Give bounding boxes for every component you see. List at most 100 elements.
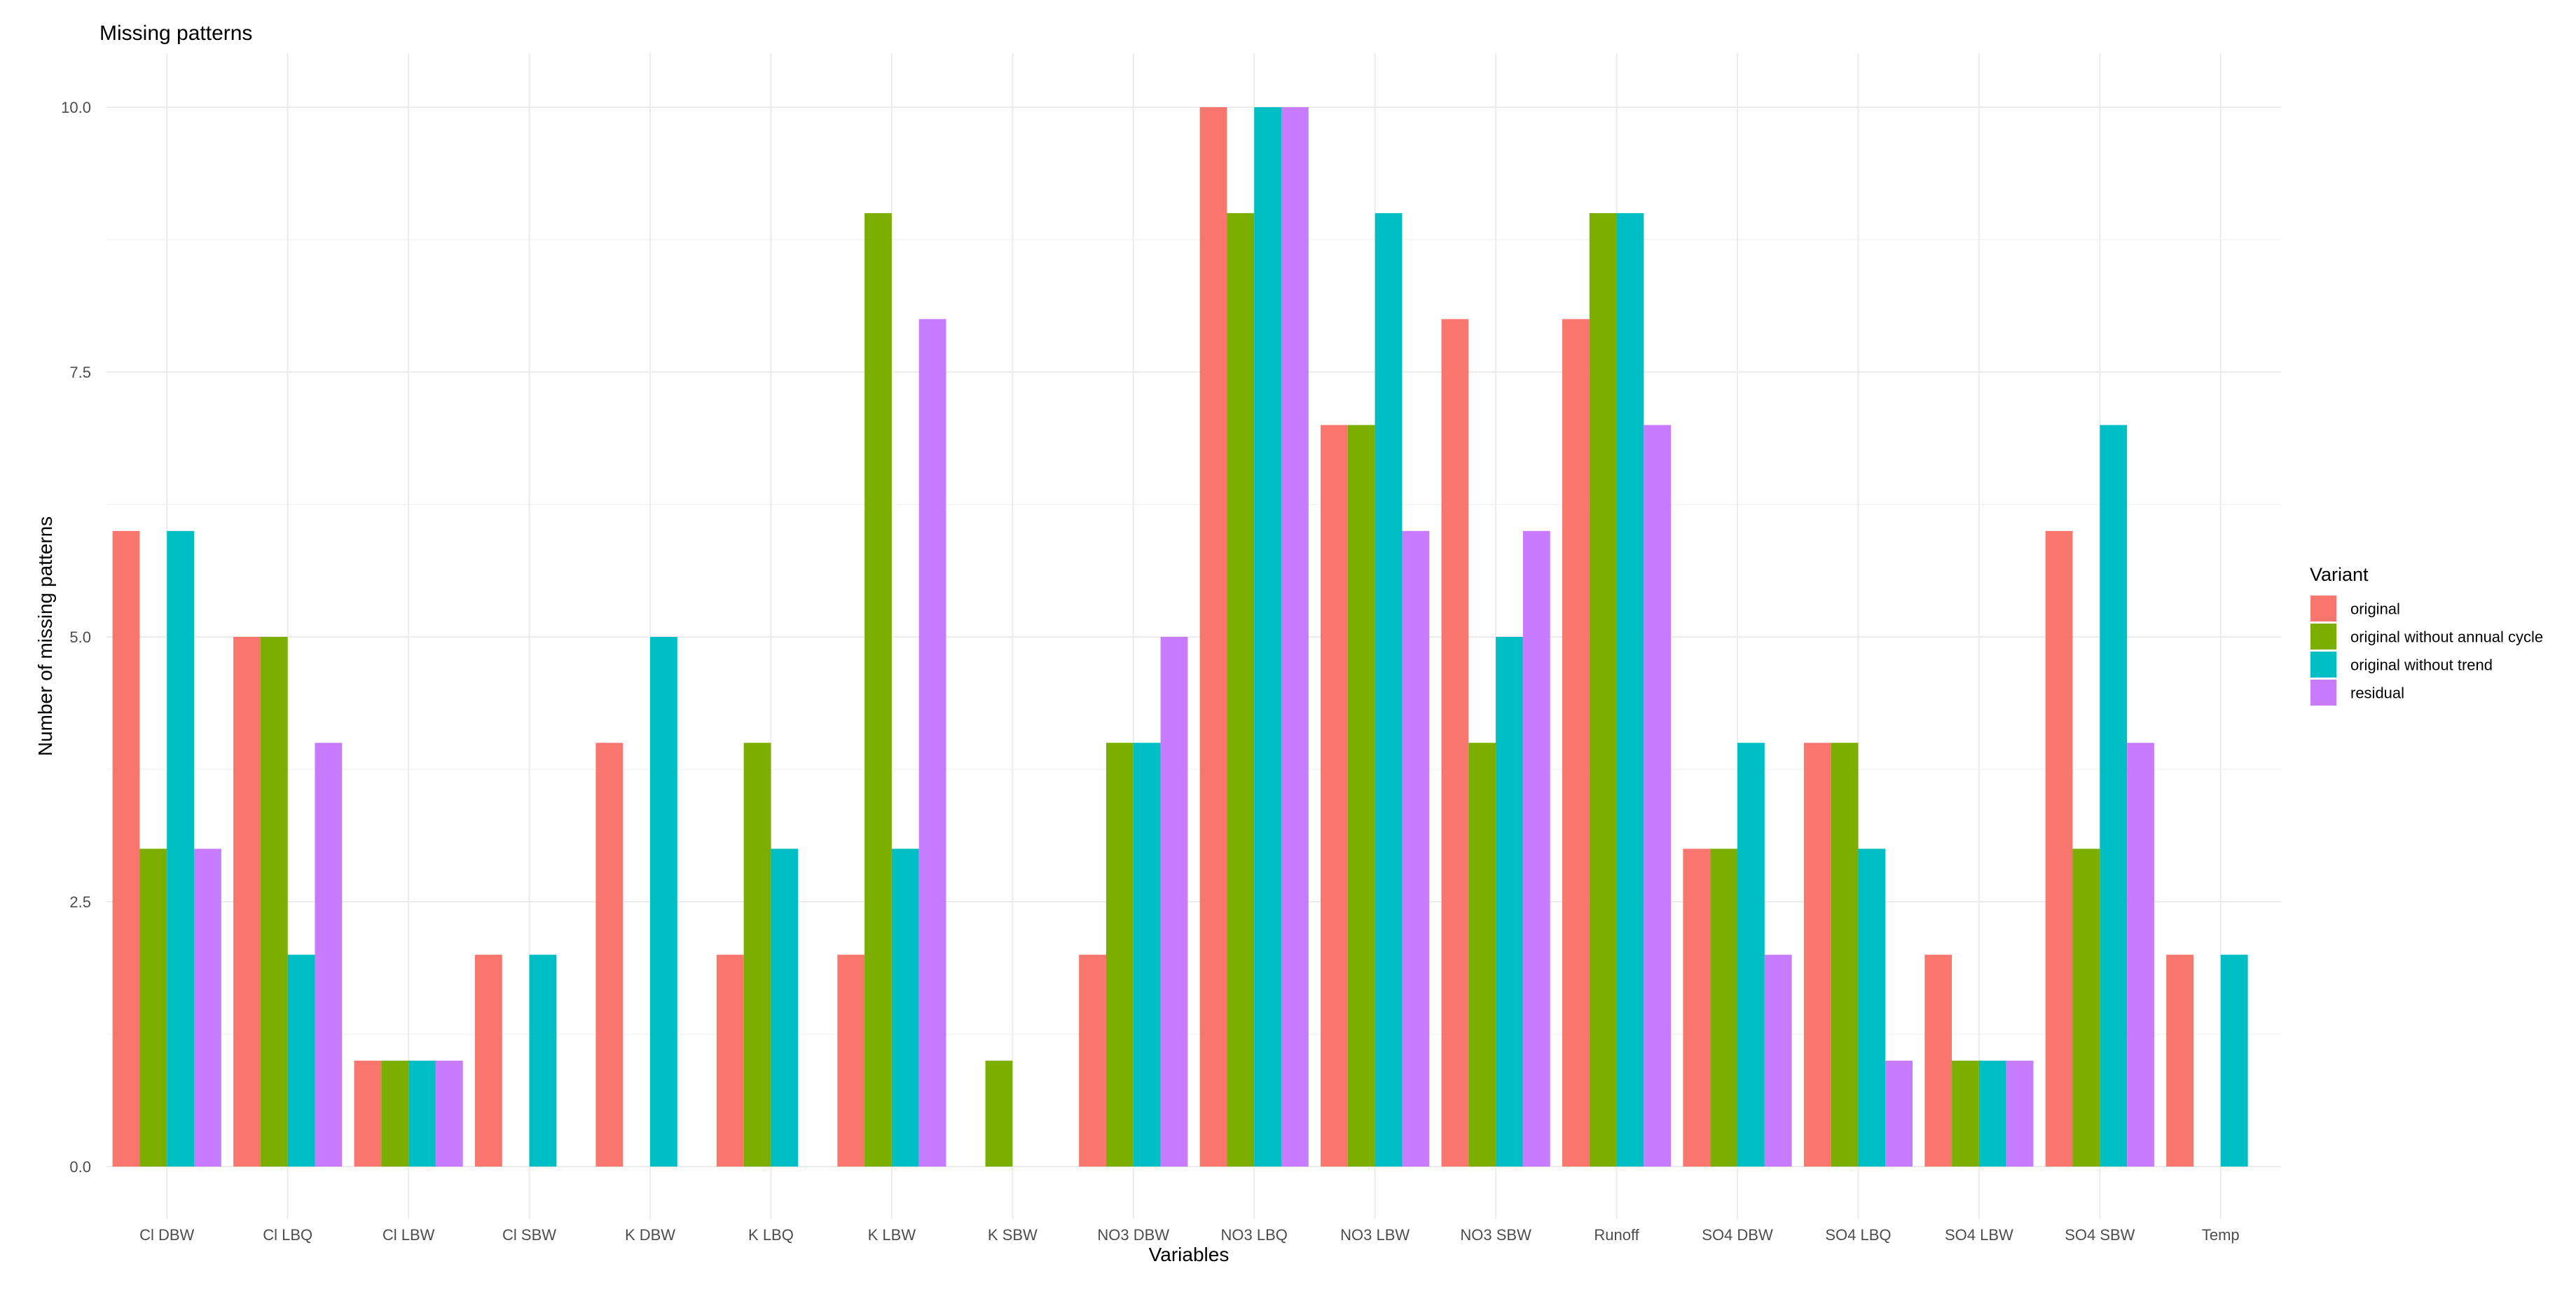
- bar: [2045, 530, 2073, 1167]
- bar: [891, 848, 919, 1167]
- x-tick-label: NO3 DBW: [1097, 1226, 1169, 1244]
- bar: [1924, 954, 1952, 1167]
- bar: [650, 637, 677, 1167]
- y-tick-label: 5.0: [69, 628, 91, 646]
- bar: [1522, 530, 1550, 1167]
- bar: [2127, 743, 2154, 1167]
- bar: [1831, 743, 1859, 1167]
- bar: [474, 954, 502, 1167]
- bar: [260, 637, 288, 1167]
- bar: [1737, 743, 1765, 1167]
- bar: [435, 1060, 463, 1167]
- bar: [194, 848, 221, 1167]
- legend-label: original without annual cycle: [2350, 628, 2543, 646]
- bar: [1375, 213, 1403, 1167]
- bar: [1321, 425, 1348, 1167]
- bar: [1803, 743, 1831, 1167]
- legend-key: [2310, 596, 2336, 621]
- x-axis-title: Variables: [1149, 1244, 1230, 1265]
- x-tick-label: Cl LBQ: [263, 1226, 312, 1244]
- bar: [1199, 107, 1227, 1167]
- x-tick-label: Cl DBW: [139, 1226, 194, 1244]
- bar: [408, 1060, 436, 1167]
- y-tick-label: 10.0: [61, 99, 91, 116]
- bar: [1496, 637, 1523, 1167]
- bar: [1683, 848, 1711, 1167]
- bar: [1885, 1060, 1913, 1167]
- bar: [1616, 213, 1644, 1167]
- bar: [315, 743, 343, 1167]
- bar: [1978, 1060, 2006, 1167]
- bar: [1562, 319, 1590, 1167]
- x-tick-label: Temp: [2202, 1226, 2240, 1244]
- legend: Variant original original without annual …: [2310, 564, 2543, 706]
- bar: [595, 743, 624, 1167]
- legend-key: [2310, 624, 2336, 650]
- y-axis-title: Number of missing patterns: [34, 516, 56, 756]
- bar: [529, 954, 557, 1167]
- bar: [287, 954, 315, 1167]
- bar: [865, 213, 892, 1167]
- x-tick-label: Cl SBW: [502, 1226, 556, 1244]
- x-tick-label: Runoff: [1594, 1226, 1639, 1244]
- legend-key: [2310, 680, 2336, 706]
- bar: [1402, 530, 1430, 1167]
- x-tick-label: NO3 SBW: [1460, 1226, 1531, 1244]
- bar: [1133, 743, 1161, 1167]
- legend-key: [2310, 652, 2336, 678]
- bar: [2220, 954, 2248, 1167]
- bar: [985, 1060, 1013, 1167]
- x-tick-label: K LBW: [868, 1226, 916, 1244]
- x-tick-label: NO3 LBQ: [1221, 1226, 1288, 1244]
- x-tick-label: K LBQ: [748, 1226, 794, 1244]
- y-tick-labels: 0.0 2.5 5.0 7.5 10.0: [61, 99, 91, 1176]
- x-tick-label: NO3 LBW: [1340, 1226, 1410, 1244]
- bar: [2072, 848, 2100, 1167]
- bar: [112, 530, 140, 1167]
- bar: [1710, 848, 1737, 1167]
- x-tick-label: K SBW: [988, 1226, 1038, 1244]
- bar: [1079, 954, 1106, 1167]
- bar: [2100, 425, 2128, 1167]
- x-tick-label: SO4 LBW: [1945, 1226, 2013, 1244]
- x-tick-label: K DBW: [625, 1226, 675, 1244]
- bar: [1589, 213, 1617, 1167]
- bar: [1858, 848, 1886, 1167]
- bar: [1254, 107, 1282, 1167]
- bar: [381, 1060, 409, 1167]
- bars: [112, 107, 2248, 1167]
- chart-title: Missing patterns: [99, 22, 252, 45]
- bar: [1347, 425, 1375, 1167]
- bar: [1106, 743, 1134, 1167]
- bar: [837, 954, 865, 1167]
- bar: [354, 1060, 382, 1167]
- bar: [1644, 425, 1672, 1167]
- bar: [771, 848, 799, 1167]
- bar: [233, 637, 261, 1167]
- legend-title: Variant: [2310, 564, 2369, 585]
- legend-label: original without trend: [2350, 657, 2493, 674]
- y-tick-label: 0.0: [69, 1158, 91, 1176]
- bar: [1441, 319, 1469, 1167]
- bar: [918, 319, 946, 1167]
- grid-lines: [106, 53, 2281, 1219]
- bar: [743, 743, 771, 1167]
- bar: [1764, 954, 1792, 1167]
- bar: [167, 530, 195, 1167]
- y-tick-label: 7.5: [69, 364, 91, 381]
- bar: [139, 848, 167, 1167]
- bar: [1281, 107, 1309, 1167]
- bar: [1227, 213, 1255, 1167]
- bar: [1468, 743, 1496, 1167]
- legend-label: original: [2350, 600, 2400, 618]
- y-tick-label: 2.5: [69, 893, 91, 911]
- bar: [2006, 1060, 2034, 1167]
- bar: [2166, 954, 2193, 1167]
- x-tick-label: SO4 SBW: [2065, 1226, 2135, 1244]
- x-tick-label: SO4 DBW: [1702, 1226, 1773, 1244]
- bar: [1160, 637, 1188, 1167]
- bar: [716, 954, 744, 1167]
- x-tick-labels: Cl DBW Cl LBQ Cl LBW Cl SBW K DBW K LBQ K LBW K…: [139, 1226, 2240, 1244]
- x-tick-label: SO4 LBQ: [1825, 1226, 1891, 1244]
